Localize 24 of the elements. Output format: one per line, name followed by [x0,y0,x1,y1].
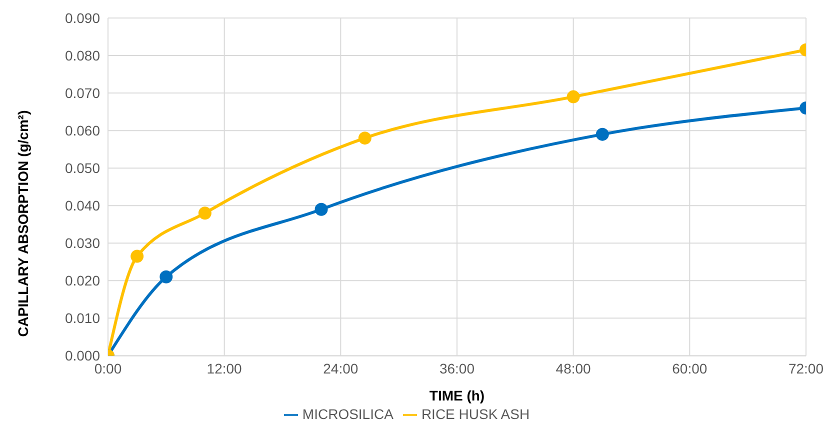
y-tick-label: 0.070 [64,85,100,102]
point [130,250,144,263]
x-tick-label: 48:00 [556,360,592,377]
point [358,132,372,145]
x-axis-title: TIME (h) [429,388,485,404]
y-tick-label: 0.020 [64,272,100,289]
y-tick-label: 0.050 [64,160,100,176]
legend-label: RICE HUSK ASH [421,406,530,422]
x-tick-label: 60:00 [672,360,708,377]
x-tick-label: 36:00 [439,360,475,377]
y-tick-label: 0.080 [64,47,100,64]
y-tick-label: 0.030 [64,235,100,252]
y-axis-title: CAPILLARY ABSORPTION (g/cm²) [14,110,31,337]
x-tick-label: 12:00 [206,360,242,377]
point [160,270,173,284]
point [314,202,328,216]
y-tick-label: 0.010 [64,310,100,326]
y-tick-label: 0.040 [64,198,100,214]
legend-label: MICROSILICA [302,406,394,422]
x-tick-label: 72:00 [788,360,824,377]
y-tick-label: 0.060 [64,122,100,139]
point [198,206,212,220]
y-tick-label: 0.090 [64,10,100,26]
x-tick-label: 24:00 [323,360,358,377]
